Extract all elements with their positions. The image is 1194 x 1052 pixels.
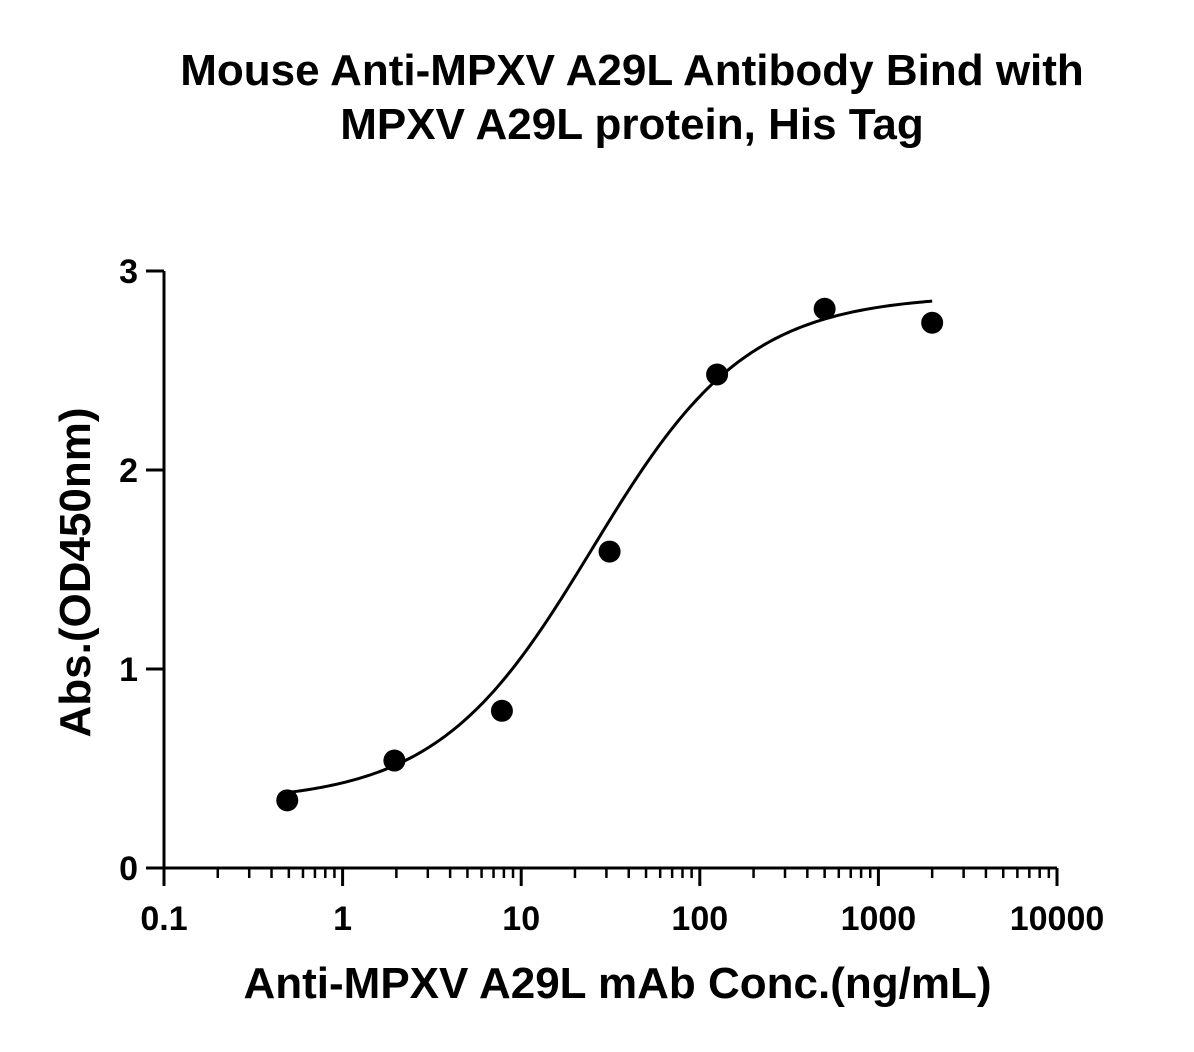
y-tick-label: 2	[119, 452, 138, 490]
y-tick-label: 0	[119, 850, 138, 888]
x-tick-label: 10	[502, 900, 540, 938]
data-points-group	[276, 297, 944, 812]
x-tick-label: 0.1	[140, 900, 187, 938]
chart-title-line-2: MPXV A29L protein, His Tag	[340, 100, 924, 149]
x-tick-label: 1000	[841, 900, 917, 938]
y-tick-label: 1	[119, 651, 138, 689]
y-tick-label: 3	[119, 253, 138, 291]
axes: 0 1 2 3 0.1 1 10 100 1000 10000	[119, 253, 1104, 938]
chart-title: Mouse Anti-MPXV A29L Antibody Bind with …	[0, 44, 1194, 152]
x-axis-label: Anti-MPXV A29L mAb Conc.(ng/mL)	[244, 959, 992, 1008]
data-point	[921, 311, 944, 334]
x-tick-label: 10000	[1010, 900, 1105, 938]
data-point	[490, 699, 513, 722]
chart-title-line-1: Mouse Anti-MPXV A29L Antibody Bind with	[180, 46, 1084, 95]
data-point	[813, 297, 836, 320]
data-point	[706, 363, 729, 386]
x-tick-label: 1	[333, 900, 352, 938]
y-axis-label: Abs.(OD450nm)	[51, 407, 100, 737]
data-point	[276, 789, 299, 812]
data-point	[383, 749, 406, 772]
x-tick-label: 100	[671, 900, 728, 938]
data-point	[598, 540, 621, 563]
